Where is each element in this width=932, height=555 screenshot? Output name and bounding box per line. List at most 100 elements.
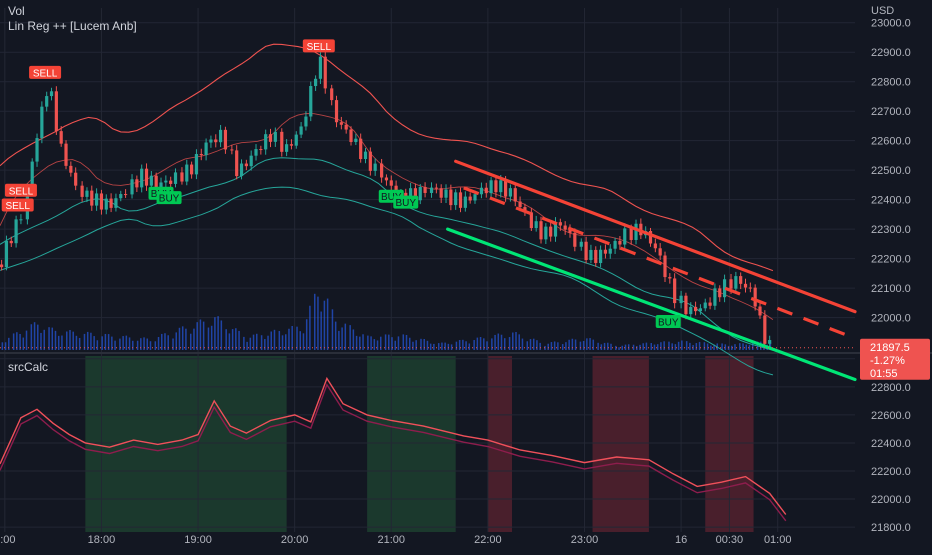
last-price-badge[interactable]: 21897.5-1.27%01:55 — [860, 338, 930, 380]
volume-bar — [536, 340, 538, 350]
volume-bar — [96, 340, 99, 350]
candle — [40, 106, 44, 139]
volume-bar — [618, 347, 620, 350]
candle — [64, 143, 68, 166]
volume-bar — [518, 334, 520, 350]
candle — [763, 315, 767, 344]
linreg-indicator-label[interactable]: Lin Reg ++ [Lucem Anb] — [8, 19, 137, 33]
regression-lower-line — [446, 227, 857, 382]
volume-bar — [627, 344, 630, 350]
volume-bar — [503, 338, 506, 350]
signal-box — [393, 195, 419, 209]
volume-bar — [497, 333, 500, 350]
candle — [313, 78, 318, 87]
volume-bar — [288, 328, 290, 350]
candle — [235, 150, 239, 177]
volume-bar — [603, 342, 606, 350]
time-tick-label: 22:00 — [474, 534, 502, 546]
volume-bar — [119, 338, 121, 350]
candle — [363, 151, 368, 160]
volume-bar — [597, 342, 599, 350]
grid — [0, 8, 855, 532]
volume-bar — [25, 330, 28, 350]
srccalc-indicator-label[interactable]: srcCalc — [8, 360, 49, 374]
candle — [549, 226, 553, 237]
volume-bar — [225, 329, 227, 350]
candle — [19, 219, 23, 221]
volume-bar — [408, 337, 411, 350]
candle — [59, 131, 63, 144]
volume-bar — [178, 327, 181, 350]
candle — [304, 116, 308, 127]
time-tick-label: 16 — [675, 534, 687, 546]
candle — [434, 187, 438, 189]
volume-bar — [101, 336, 103, 350]
volume-bar — [468, 343, 471, 350]
candle — [418, 187, 422, 201]
volume-bar — [433, 343, 435, 350]
volume-bar — [465, 341, 467, 350]
srccalc-line-1 — [0, 376, 787, 515]
volume-bar — [486, 341, 488, 350]
signal-box — [1, 198, 34, 212]
candle — [429, 187, 434, 193]
candle — [748, 287, 752, 289]
volume-bar — [663, 341, 665, 350]
buy-signal[interactable]: BUY — [655, 314, 681, 329]
volume-bar — [334, 321, 337, 350]
signal-box — [4, 183, 37, 197]
volume-bar — [78, 337, 81, 350]
candle — [259, 149, 263, 151]
volume-bar — [437, 343, 440, 350]
candle — [230, 149, 234, 151]
volume-bar — [172, 338, 174, 350]
candle — [468, 196, 472, 201]
volume-bar — [415, 340, 417, 350]
volume-bar — [458, 340, 461, 350]
sell-signal[interactable]: SELL — [29, 65, 62, 80]
sell-signal[interactable]: SELL — [1, 198, 34, 213]
volume-bar — [260, 335, 263, 350]
signal-text: BUY — [159, 194, 180, 205]
volume-bar — [668, 341, 670, 350]
price-tick-label: 22200.0 — [871, 254, 911, 266]
volume-bar — [154, 341, 157, 350]
volume-bar — [72, 331, 74, 350]
candle — [334, 100, 339, 123]
signal-box — [655, 314, 681, 328]
candle — [299, 126, 303, 135]
sell-signal[interactable]: SELL — [4, 183, 37, 198]
volume-bar — [217, 316, 219, 350]
candle — [164, 180, 168, 183]
buy-signal[interactable]: BUY — [156, 191, 182, 205]
candle — [739, 276, 743, 284]
volume-indicator-label[interactable]: Vol — [8, 4, 25, 18]
volume-bar — [529, 339, 532, 350]
volume-bar — [30, 324, 33, 350]
price-tick-label: 22100.0 — [871, 283, 911, 295]
volume-bar — [140, 338, 142, 350]
candles — [0, 51, 772, 348]
sell-signal[interactable]: SELL — [302, 39, 335, 53]
volume-bar — [653, 344, 656, 350]
volume-bar — [745, 344, 748, 350]
volume-bar — [607, 342, 609, 350]
buy-signal[interactable]: BUY — [393, 195, 419, 210]
volume-bar — [589, 338, 591, 350]
volume-bar — [586, 338, 588, 350]
sub-price-tick-label: 22800.0 — [871, 382, 911, 394]
volume-bar — [685, 341, 688, 350]
candle — [330, 88, 334, 101]
volume-bar — [508, 337, 511, 350]
candle — [598, 249, 603, 264]
volume-bar — [210, 325, 213, 350]
volume-bar — [579, 341, 582, 350]
candle — [568, 229, 572, 233]
volume-bar — [57, 335, 60, 350]
time-axis[interactable]: 7:00 18:00 19:00 20:00 21:00 22:00 23:00 16 00:3… — [0, 534, 791, 546]
volume-bar — [256, 333, 258, 350]
volume-bar — [731, 345, 733, 350]
volume-bar — [341, 327, 343, 350]
